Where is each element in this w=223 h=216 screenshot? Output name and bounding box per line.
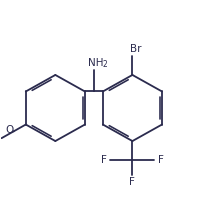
- Text: O: O: [6, 125, 14, 135]
- Text: F: F: [158, 155, 164, 165]
- Text: Br: Br: [130, 44, 142, 54]
- Text: F: F: [101, 155, 107, 165]
- Text: 2: 2: [103, 60, 107, 69]
- Text: F: F: [130, 177, 135, 187]
- Text: NH: NH: [88, 59, 104, 68]
